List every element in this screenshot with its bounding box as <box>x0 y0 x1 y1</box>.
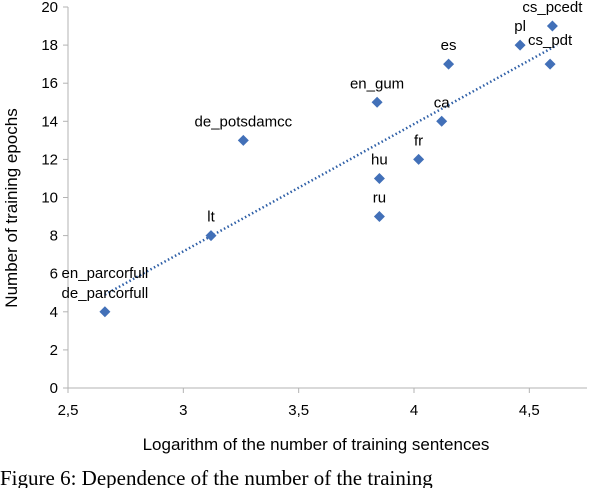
x-tick-label: 2,5 <box>58 402 79 419</box>
point-label: cs_pdt <box>528 32 573 49</box>
y-tick-label: 8 <box>50 228 58 245</box>
point-label: de_potsdamcc <box>195 113 293 130</box>
point-label: es <box>441 37 457 54</box>
y-tick-label: 0 <box>50 380 58 397</box>
axes: 0 2 4 6 8 10 12 14 16 18 20 2,5 3 3,5 4 4,5 <box>41 0 587 419</box>
y-tick-label: 12 <box>41 151 58 168</box>
point-label: cs_pcedt <box>522 0 583 16</box>
point-label: de_parcorfull <box>62 285 149 302</box>
y-tick-label: 10 <box>41 190 58 207</box>
data-point <box>99 306 111 318</box>
y-tick-label: 18 <box>41 37 58 54</box>
y-tick-label: 20 <box>41 0 58 16</box>
data-point <box>443 58 455 70</box>
x-tick-label: 3,5 <box>288 402 309 419</box>
data-point <box>546 20 558 32</box>
trendline <box>104 44 558 296</box>
y-tick-label: 2 <box>50 342 58 359</box>
data-point <box>413 153 425 165</box>
x-axis-title: Logarithm of the number of training sent… <box>143 435 490 454</box>
data-point <box>373 211 385 223</box>
data-point <box>373 172 385 184</box>
x-tick-label: 3 <box>179 402 187 419</box>
x-tick-label: 4 <box>410 402 418 419</box>
point-label: fr <box>414 132 423 149</box>
data-point <box>514 39 526 51</box>
figure-caption: Figure 6: Dependence of the number of th… <box>0 466 433 488</box>
point-label: ru <box>373 190 386 207</box>
point-labels: en_parcorfull de_parcorfull lt de_potsdamcc… <box>62 0 584 302</box>
data-point <box>371 96 383 108</box>
trendline-group <box>104 44 558 296</box>
y-axis-title: Number of training epochs <box>2 108 21 307</box>
y-tick-label: 14 <box>41 113 58 130</box>
data-point <box>237 134 249 146</box>
point-label: ca <box>434 94 451 111</box>
data-point <box>436 115 448 127</box>
data-point <box>205 230 217 242</box>
point-label: lt <box>207 209 215 226</box>
point-label: hu <box>371 151 388 168</box>
y-tick-label: 6 <box>50 266 58 283</box>
data-point <box>544 58 556 70</box>
point-label: en_gum <box>350 75 404 92</box>
point-label: en_parcorfull <box>62 265 149 282</box>
y-tick-label: 4 <box>50 304 58 321</box>
data-points <box>99 20 558 318</box>
point-label: pl <box>514 18 526 35</box>
y-tick-label: 16 <box>41 75 58 92</box>
x-tick-label: 4,5 <box>519 402 540 419</box>
